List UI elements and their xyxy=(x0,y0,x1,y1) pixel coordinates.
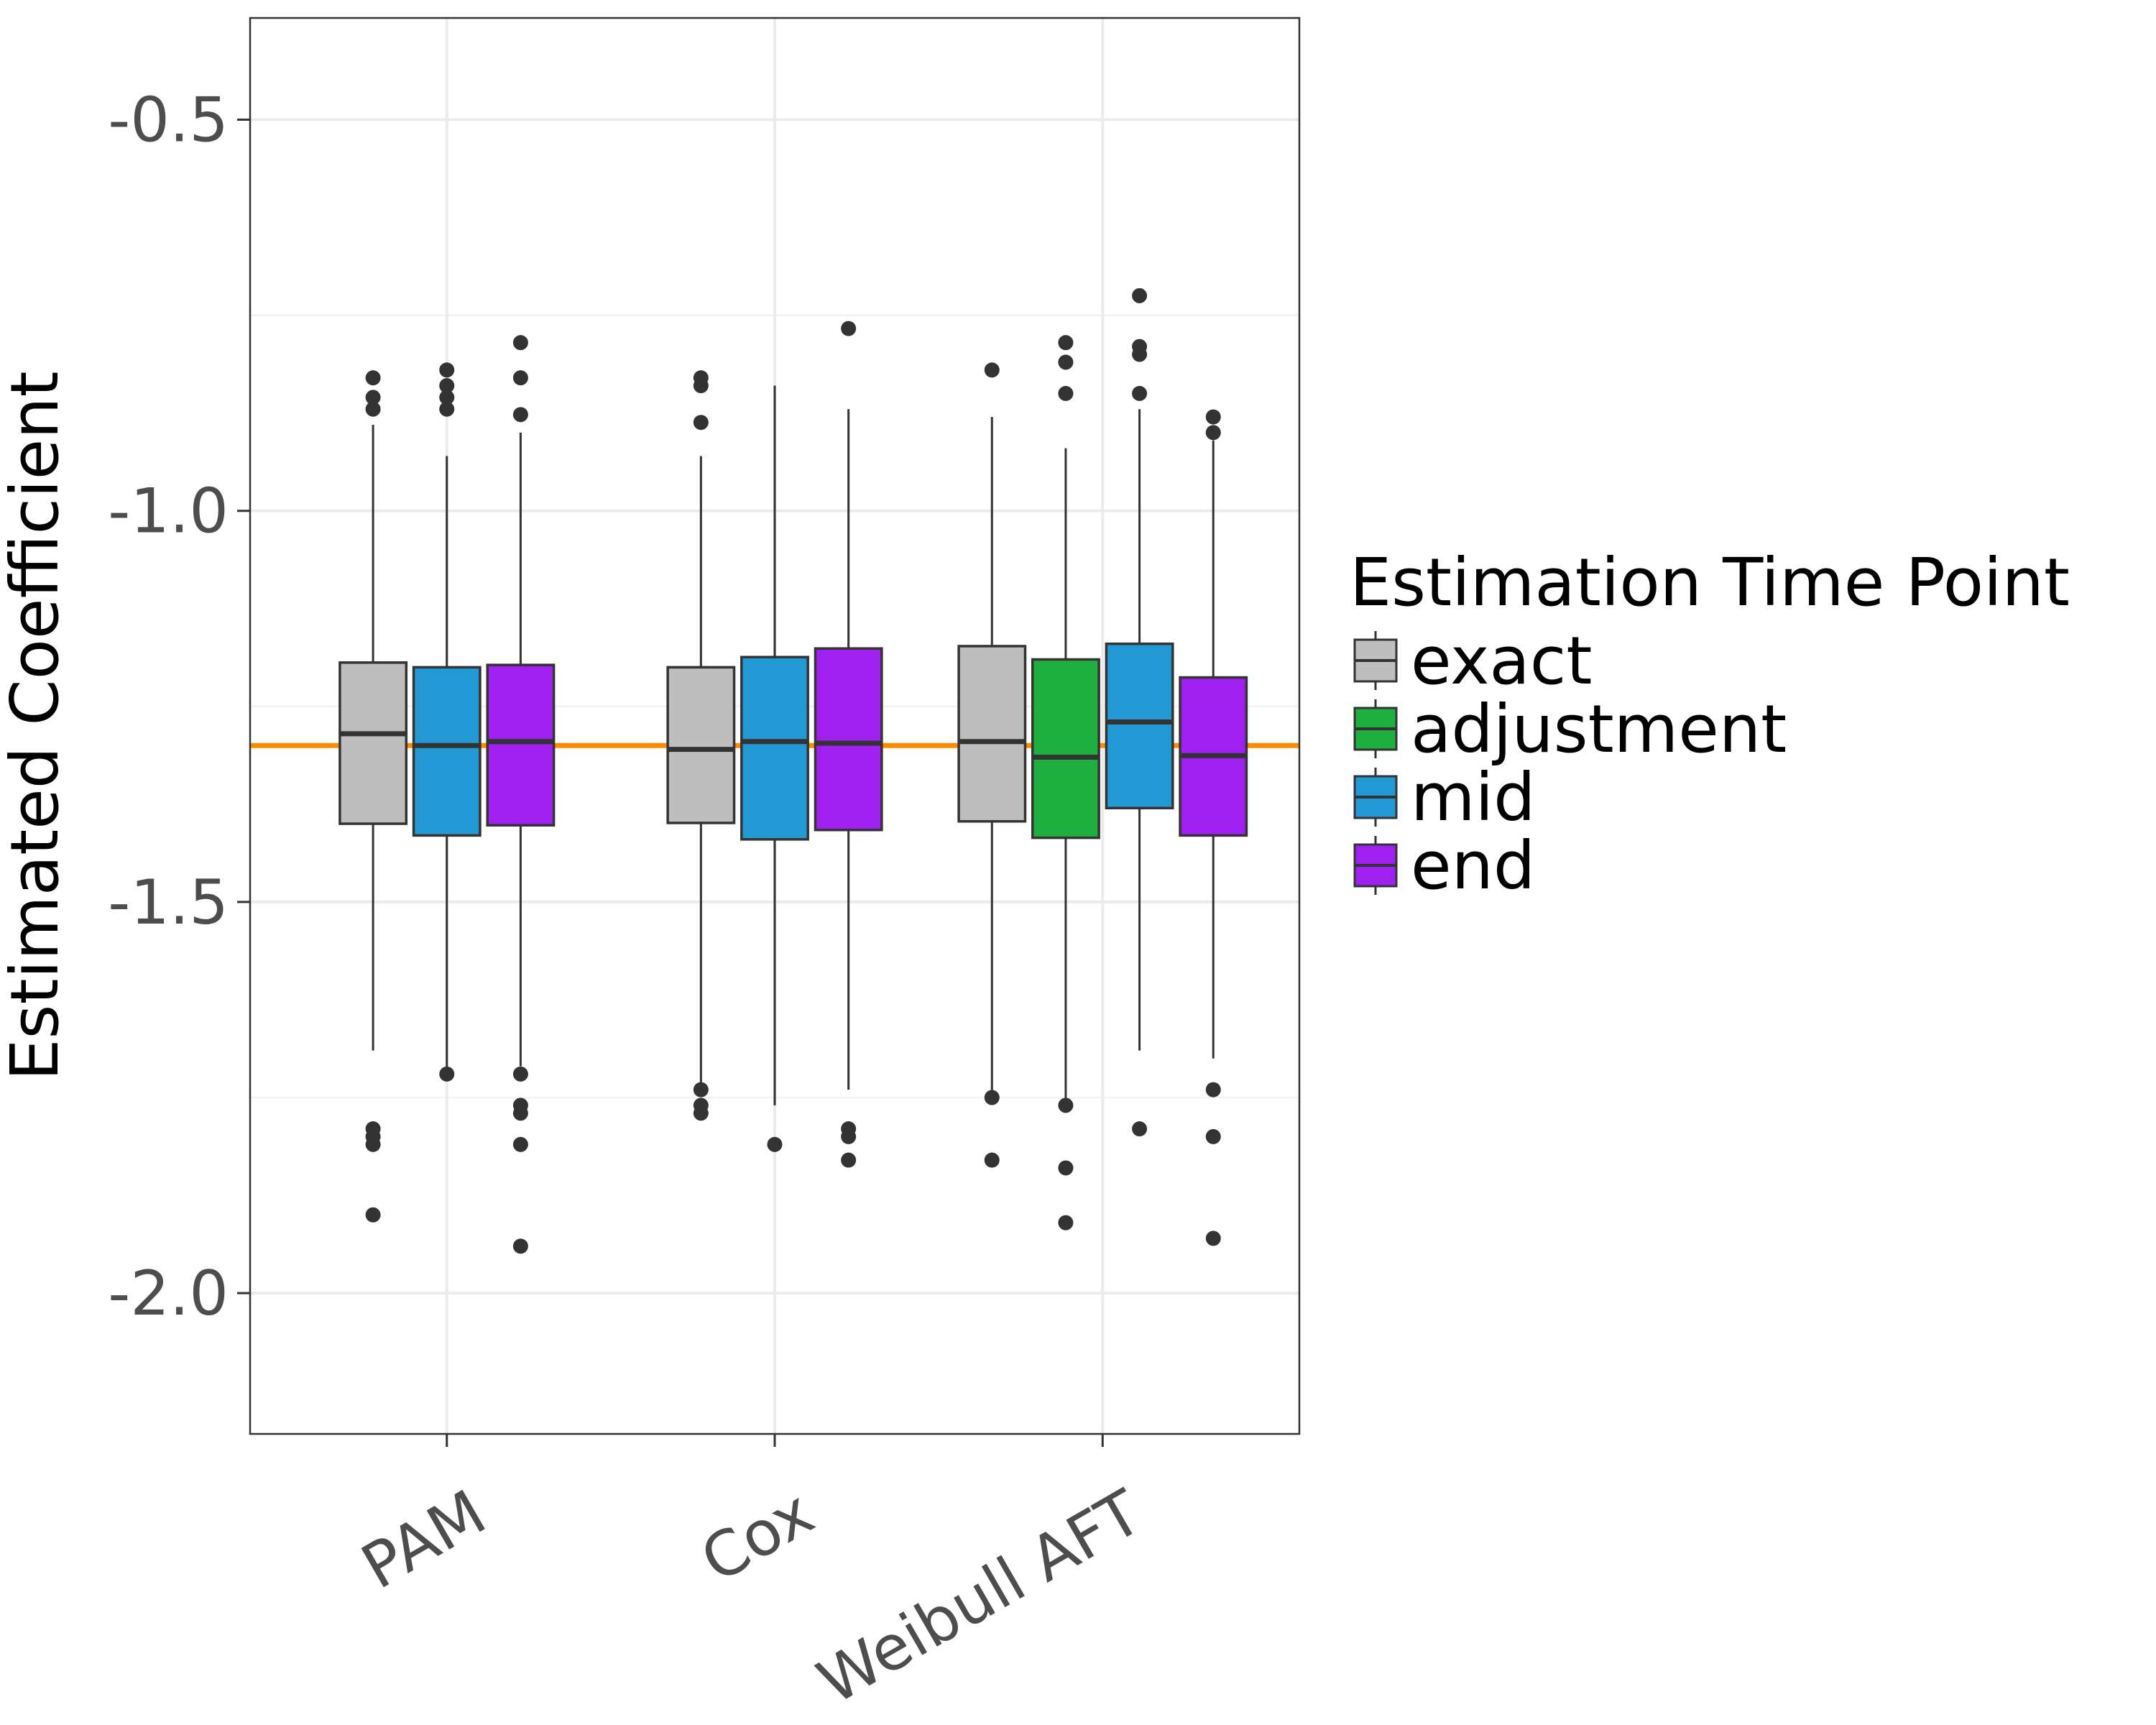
outlier-point xyxy=(439,390,455,405)
outlier-point xyxy=(693,378,709,394)
box-iqr xyxy=(814,647,883,832)
outlier-point xyxy=(439,362,455,378)
outlier-point xyxy=(841,1152,857,1168)
legend-item-end: end xyxy=(1353,827,1535,904)
box-weibull-aft-end xyxy=(1179,409,1248,1246)
outlier-point xyxy=(512,1238,528,1254)
y-tick-label: -0.5 xyxy=(108,84,229,156)
box-cox-mid xyxy=(740,385,809,1152)
y-axis-title: Estimated Coefficient xyxy=(0,371,73,1080)
y-axis: -2.0 -1.5 -1.0 -0.5 xyxy=(108,84,250,1330)
box-iqr xyxy=(957,645,1027,823)
legend-item-adjustment: adjustment xyxy=(1353,691,1787,768)
outlier-point xyxy=(1132,346,1148,362)
outlier-point xyxy=(365,370,381,386)
outlier-point xyxy=(693,1105,709,1121)
legend-label: adjustment xyxy=(1411,691,1787,768)
legend-item-mid: mid xyxy=(1353,759,1536,836)
box-iqr xyxy=(666,666,736,824)
outlier-point xyxy=(1132,288,1148,303)
outlier-point xyxy=(1058,1098,1074,1113)
box-iqr xyxy=(486,663,556,827)
outlier-point xyxy=(365,401,381,417)
outlier-point xyxy=(1058,335,1074,351)
legend: Estimation Time Point exactadjustmentmid… xyxy=(1350,544,2070,904)
box-iqr xyxy=(1031,658,1100,840)
y-tick-label: -1.0 xyxy=(108,476,229,548)
outlier-point xyxy=(512,407,528,423)
boxes xyxy=(338,288,1248,1254)
outlier-point xyxy=(512,1136,528,1152)
box-iqr xyxy=(740,656,809,841)
box-cox-end xyxy=(814,321,883,1168)
y-tick-label: -1.5 xyxy=(108,867,229,939)
outlier-point xyxy=(693,1082,709,1098)
outlier-point xyxy=(439,1066,455,1082)
outlier-point xyxy=(1058,385,1074,401)
legend-label: exact xyxy=(1411,622,1592,699)
outlier-point xyxy=(984,1152,1000,1168)
outlier-point xyxy=(1205,1082,1221,1098)
outlier-point xyxy=(693,415,709,431)
outlier-point xyxy=(365,1136,381,1152)
outlier-point xyxy=(1058,1160,1074,1176)
box-pam-exact xyxy=(338,370,408,1223)
legend-item-exact: exact xyxy=(1353,622,1592,699)
outlier-point xyxy=(1132,1121,1148,1137)
box-weibull-aft-adjustment xyxy=(1031,335,1100,1230)
legend-title: Estimation Time Point xyxy=(1350,544,2070,621)
outlier-point xyxy=(841,1128,857,1144)
outlier-point xyxy=(1058,1215,1074,1230)
outlier-point xyxy=(1205,409,1221,425)
outlier-point xyxy=(1205,1230,1221,1246)
legend-label: mid xyxy=(1411,759,1536,836)
outlier-point xyxy=(1205,1128,1221,1144)
outlier-point xyxy=(365,1207,381,1223)
box-weibull-aft-mid xyxy=(1105,288,1174,1137)
outlier-point xyxy=(767,1136,783,1152)
box-iqr xyxy=(1105,642,1174,810)
outlier-point xyxy=(512,1105,528,1121)
box-cox-exact xyxy=(666,370,736,1121)
outlier-point xyxy=(984,362,1000,378)
box-pam-end xyxy=(486,335,556,1254)
outlier-point xyxy=(512,335,528,351)
outlier-point xyxy=(841,321,857,336)
legend-label: end xyxy=(1411,827,1535,904)
y-tick-label: -2.0 xyxy=(108,1258,229,1330)
outlier-point xyxy=(365,390,381,405)
box-iqr xyxy=(412,666,482,837)
outlier-point xyxy=(512,370,528,386)
outlier-point xyxy=(984,1090,1000,1105)
outlier-point xyxy=(439,401,455,417)
outlier-point xyxy=(512,1066,528,1082)
box-iqr xyxy=(338,661,408,825)
box-pam-mid xyxy=(412,362,482,1082)
outlier-point xyxy=(439,378,455,394)
outlier-point xyxy=(1205,425,1221,441)
outlier-point xyxy=(1058,354,1074,370)
outlier-point xyxy=(1132,385,1148,401)
box-weibull-aft-exact xyxy=(957,362,1027,1168)
